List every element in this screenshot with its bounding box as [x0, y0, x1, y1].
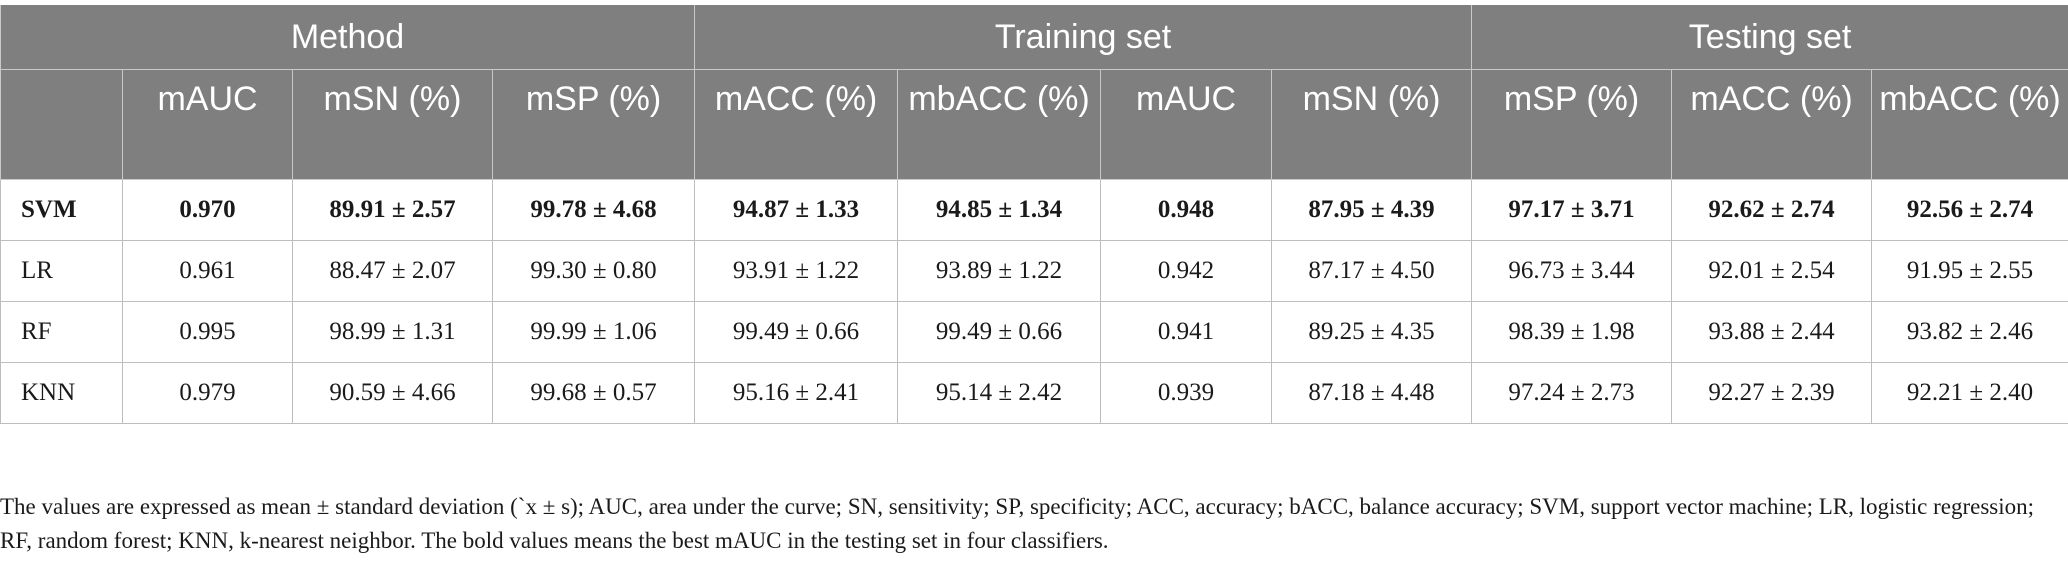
table-cell: 0.970 [122, 179, 293, 241]
table-cell: 97.17 ± 3.71 [1471, 179, 1673, 241]
table-cell: 87.95 ± 4.39 [1271, 179, 1473, 241]
method-cell: RF [0, 301, 123, 363]
column-header: mbACC (%) [1871, 69, 2068, 180]
table-cell: 0.939 [1100, 362, 1273, 424]
table-cell: 93.91 ± 1.22 [694, 240, 899, 302]
table-cell: 0.961 [122, 240, 293, 302]
column-header: mACC (%) [694, 69, 899, 180]
table-row-knn: KNN 0.979 90.59 ± 4.66 99.68 ± 0.57 95.1… [0, 362, 2068, 424]
method-group-header: Method [0, 5, 696, 70]
table-cell: 92.21 ± 2.40 [1871, 362, 2068, 424]
column-header: mSN (%) [1271, 69, 1473, 180]
table-row-rf: RF 0.995 98.99 ± 1.31 99.99 ± 1.06 99.49… [0, 301, 2068, 363]
table-cell: 87.17 ± 4.50 [1271, 240, 1473, 302]
column-header: mbACC (%) [897, 69, 1102, 180]
table-cell: 95.14 ± 2.42 [897, 362, 1102, 424]
table-cell: 94.87 ± 1.33 [694, 179, 899, 241]
training-set-header: Training set [694, 5, 1473, 70]
table-cell: 0.979 [122, 362, 293, 424]
table-cell: 0.941 [1100, 301, 1273, 363]
table-cell: 99.49 ± 0.66 [694, 301, 899, 363]
group-header-row: Method Training set Testing set [0, 5, 2068, 70]
column-header: mACC (%) [1671, 69, 1873, 180]
table-cell: 89.91 ± 2.57 [292, 179, 493, 241]
column-header [0, 69, 123, 180]
method-cell: LR [0, 240, 123, 302]
table-cell: 92.27 ± 2.39 [1671, 362, 1873, 424]
table-cell: 92.01 ± 2.54 [1671, 240, 1873, 302]
table-cell: 97.24 ± 2.73 [1471, 362, 1673, 424]
column-header: mSP (%) [491, 69, 696, 180]
table-cell: 93.88 ± 2.44 [1671, 301, 1873, 363]
table-cell: 99.30 ± 0.80 [491, 240, 696, 302]
table-footnote: The values are expressed as mean ± stand… [0, 494, 2035, 553]
column-header: mSN (%) [292, 69, 493, 180]
table-cell: 92.62 ± 2.74 [1671, 179, 1873, 241]
table-cell: 99.99 ± 1.06 [491, 301, 696, 363]
table-cell: 87.18 ± 4.48 [1271, 362, 1473, 424]
method-cell: KNN [0, 362, 123, 424]
table-cell: 99.49 ± 0.66 [897, 301, 1102, 363]
table-cell: 98.39 ± 1.98 [1471, 301, 1673, 363]
table-cell: 92.56 ± 2.74 [1871, 179, 2068, 241]
table-cell: 0.942 [1100, 240, 1273, 302]
column-header: mAUC [1100, 69, 1273, 180]
table-cell: 95.16 ± 2.41 [694, 362, 899, 424]
table-cell: 96.73 ± 3.44 [1471, 240, 1673, 302]
column-header: mAUC [122, 69, 293, 180]
table-row-lr: LR 0.961 88.47 ± 2.07 99.30 ± 0.80 93.91… [0, 240, 2068, 302]
column-header-row: mAUC mSN (%) mSP (%) mACC (%) mbACC (%) … [0, 69, 2068, 180]
table-cell: 91.95 ± 2.55 [1871, 240, 2068, 302]
table-cell: 88.47 ± 2.07 [292, 240, 493, 302]
table-cell: 93.82 ± 2.46 [1871, 301, 2068, 363]
testing-set-header: Testing set [1471, 5, 2068, 70]
table-cell: 0.948 [1100, 179, 1273, 241]
table-cell: 99.78 ± 4.68 [491, 179, 696, 241]
table-cell: 89.25 ± 4.35 [1271, 301, 1473, 363]
results-table: Method Training set Testing set mAUC mSN… [0, 5, 2068, 424]
table-cell: 0.995 [122, 301, 293, 363]
column-header: mSP (%) [1471, 69, 1673, 180]
table-cell: 98.99 ± 1.31 [292, 301, 493, 363]
table-cell: 93.89 ± 1.22 [897, 240, 1102, 302]
table-row-svm: SVM 0.970 89.91 ± 2.57 99.78 ± 4.68 94.8… [0, 179, 2068, 241]
method-cell: SVM [0, 179, 123, 241]
table-cell: 90.59 ± 4.66 [292, 362, 493, 424]
table-cell: 99.68 ± 0.57 [491, 362, 696, 424]
table-cell: 94.85 ± 1.34 [897, 179, 1102, 241]
